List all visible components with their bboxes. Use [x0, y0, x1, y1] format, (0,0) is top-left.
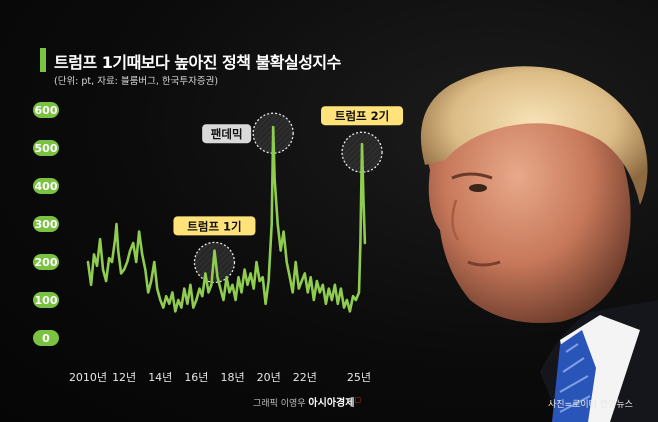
- x-tick-label: 22년: [293, 371, 317, 384]
- y-tick-label: 100: [35, 294, 58, 307]
- y-tick-label: 300: [35, 218, 58, 231]
- chart-subtitle: (단위: pt, 자료: 블룸버그, 한국투자증권): [54, 76, 219, 87]
- y-tick-label: 500: [35, 142, 58, 155]
- y-tick-label: 200: [35, 256, 58, 269]
- y-axis-labels: 0 100 200 300 400 500 600: [33, 102, 59, 346]
- title-accent-bar: [40, 48, 46, 72]
- graphic-credit-author: 그래픽 이영우: [253, 399, 306, 409]
- y-tick-pill: [33, 292, 59, 308]
- x-tick-label: 20년: [257, 371, 281, 384]
- annotation-label: 팬데믹: [211, 127, 243, 141]
- y-tick-pill: [33, 102, 59, 118]
- annotation-badge-yellow: [173, 216, 256, 236]
- chart-title: 트럼프 1기때보다 높아진 정책 불확실성지수: [54, 53, 341, 72]
- annotation-badge-yellow: [321, 106, 404, 126]
- y-tick-pill: [33, 254, 59, 270]
- y-tick-label: 600: [35, 104, 58, 117]
- x-axis-labels: 2010년 12년 14년 16년 18년 20년 22년 25년: [69, 371, 371, 384]
- x-tick-label: 2010년: [69, 371, 107, 384]
- annotation-markers: [193, 112, 383, 284]
- uncertainty-index-line: [86, 125, 367, 313]
- x-tick-label: 25년: [347, 371, 371, 384]
- x-tick-label: 16년: [184, 371, 208, 384]
- brand-mark-icon: □: [354, 396, 362, 404]
- x-tick-label: 12년: [112, 371, 136, 384]
- annotation-label: 트럼프 1기: [187, 219, 241, 233]
- annotation-badge-gray: [202, 124, 252, 144]
- y-tick-pill: [33, 216, 59, 232]
- x-tick-label: 14년: [148, 371, 172, 384]
- portrait-illustration: [420, 66, 658, 422]
- x-tick-label: 18년: [220, 371, 244, 384]
- photo-credit: 사진=로이터 연합뉴스: [548, 400, 633, 410]
- annotation-label: 트럼프 2기: [335, 109, 389, 123]
- annotation-labels: 트럼프 1기 팬데믹 트럼프 2기: [173, 106, 404, 236]
- y-tick-label: 0: [42, 332, 50, 345]
- y-tick-pill: [33, 178, 59, 194]
- y-tick-pill: [33, 330, 59, 346]
- brand-name: 아시아경제: [308, 398, 355, 409]
- y-tick-label: 400: [35, 180, 58, 193]
- y-tick-pill: [33, 140, 59, 156]
- graphic-credit: 그래픽 이영우 아시아경제□: [253, 394, 361, 409]
